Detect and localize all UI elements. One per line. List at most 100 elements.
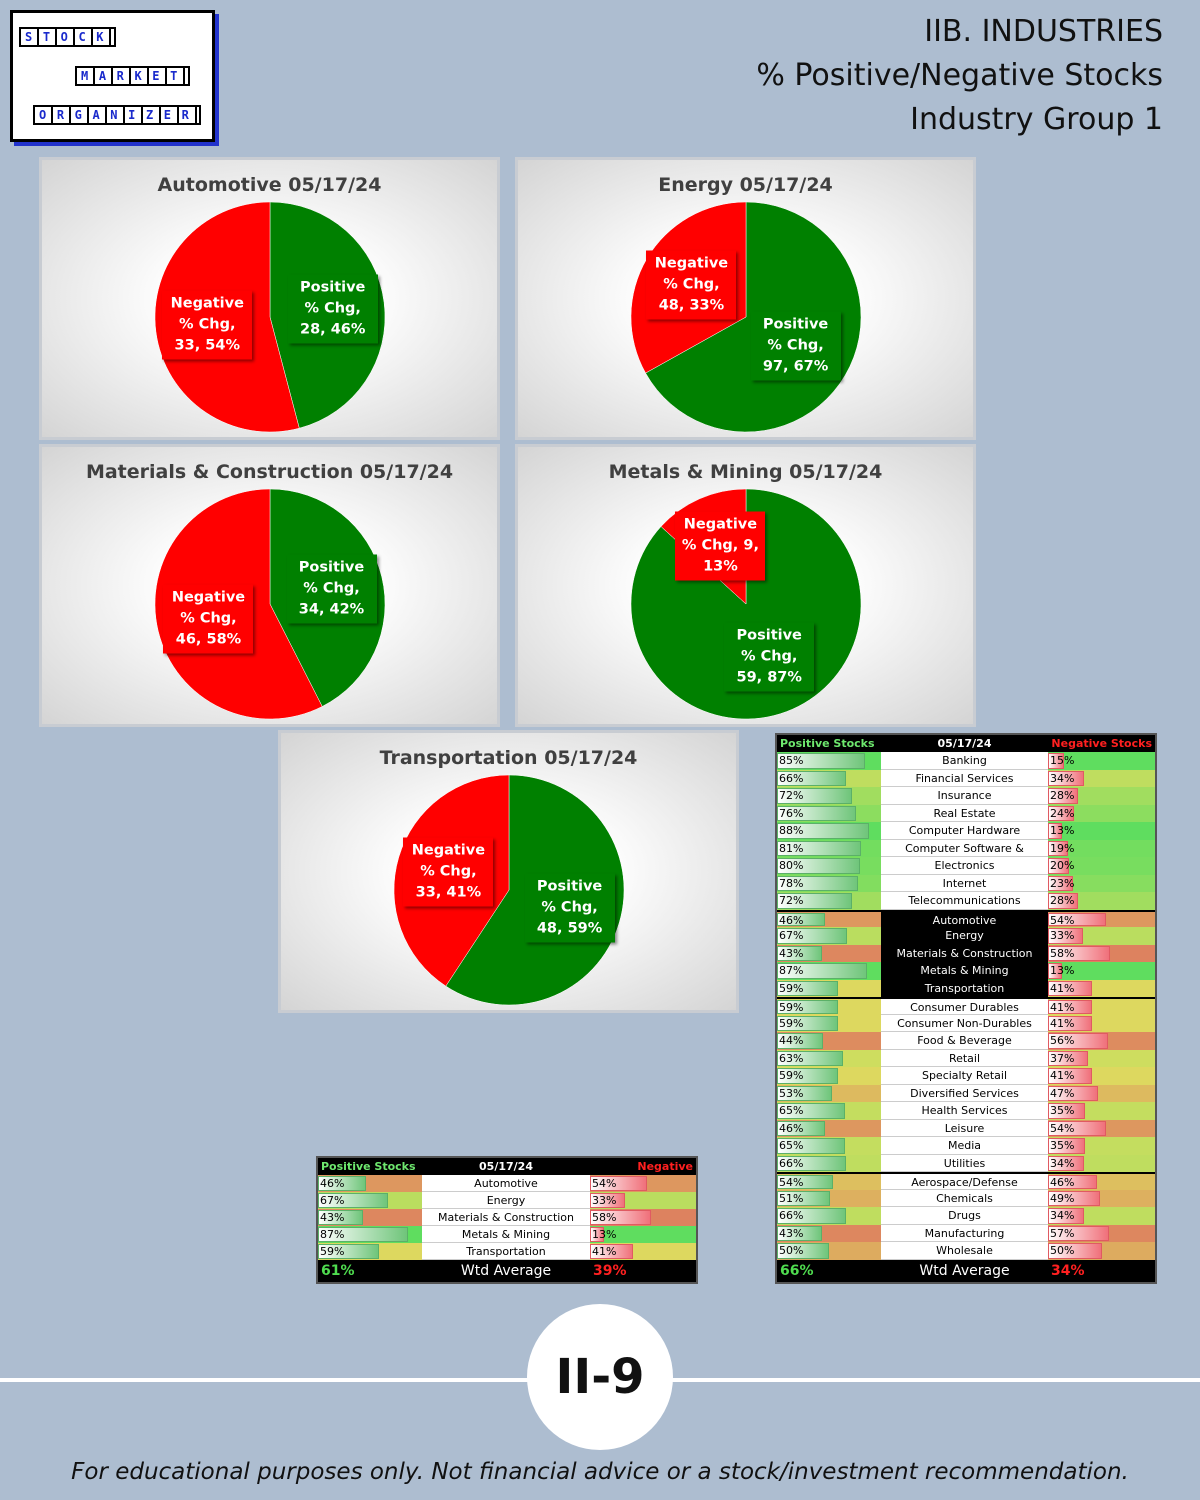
negative-bar xyxy=(1048,1015,1092,1031)
pie-chart xyxy=(630,201,862,433)
positive-label: 46% xyxy=(320,1177,345,1190)
negative-label: 15% xyxy=(1050,754,1075,767)
industry-name: Internet xyxy=(881,874,1048,892)
industry-name: Computer Hardware xyxy=(881,822,1048,840)
negative-label: 13% xyxy=(1050,824,1075,837)
footer-negative: 34% xyxy=(1051,1262,1085,1279)
table-row: 46% Leisure 54% xyxy=(777,1119,1155,1137)
chart-title: Automotive 05/17/24 xyxy=(157,174,382,196)
table-row: 43% Materials & Construction 58% xyxy=(777,944,1155,962)
chart-panel: Positive % Chg, 59, 87% Negative % Chg, 9… xyxy=(518,447,973,724)
positive-label: 66% xyxy=(779,1209,804,1222)
table-row: 59% Consumer Durables 41% xyxy=(777,997,1155,1015)
negative-label: 33% xyxy=(1050,929,1075,942)
positive-cell: 59% xyxy=(777,1014,881,1032)
negative-label: 19% xyxy=(1050,841,1075,855)
positive-label: 63% xyxy=(779,1051,804,1065)
negative-label: 37% xyxy=(1050,1051,1075,1065)
negative-cell: 41% xyxy=(1048,999,1155,1015)
positive-label: 67% xyxy=(320,1194,345,1207)
table-row: 53% Diversified Services 47% xyxy=(777,1084,1155,1102)
negative-cell: 28% xyxy=(1048,787,1155,805)
positive-label: 85% xyxy=(779,754,804,767)
negative-bar xyxy=(1048,1155,1085,1171)
positive-label: 43% xyxy=(320,1211,345,1224)
industry-name: Energy xyxy=(881,927,1048,945)
positive-label: 53% xyxy=(779,1086,804,1100)
negative-bar xyxy=(1048,912,1106,926)
negative-bar xyxy=(1048,875,1073,891)
positive-bar xyxy=(318,1193,388,1208)
negative-label: 28% xyxy=(1050,789,1075,802)
positive-bar xyxy=(777,1050,843,1066)
slice-label: Negative % Chg, 48, 33% xyxy=(646,250,737,320)
table-row: 87% Metals & Mining 13% xyxy=(777,962,1155,980)
negative-bar xyxy=(1048,928,1084,944)
negative-bar xyxy=(1048,963,1062,979)
logo-word: STOCK xyxy=(19,27,117,47)
negative-label: 47% xyxy=(1050,1086,1075,1100)
negative-label: 50% xyxy=(1050,1244,1075,1257)
header-cell: Negative Stocks % xyxy=(1051,737,1152,767)
negative-cell: 54% xyxy=(590,1175,696,1192)
positive-bar xyxy=(777,1175,834,1189)
slice-label: Positive % Chg, 48, 59% xyxy=(524,873,615,943)
table-row: 46% Automotive 54% xyxy=(318,1175,696,1192)
positive-cell: 46% xyxy=(777,911,881,927)
title-line: Industry Group 1 xyxy=(910,102,1163,137)
positive-label: 72% xyxy=(779,789,804,802)
positive-bar xyxy=(777,1000,839,1014)
negative-bar xyxy=(1048,1120,1106,1136)
table-row: 51% Chemicals 49% xyxy=(777,1189,1155,1207)
negative-label: 28% xyxy=(1050,894,1075,907)
negative-cell: 33% xyxy=(1048,927,1155,945)
negative-bar xyxy=(1048,1103,1086,1119)
chart-panel: Positive % Chg, 34, 42% Negative % Chg, 4… xyxy=(42,447,497,724)
negative-label: 41% xyxy=(592,1245,617,1258)
negative-bar xyxy=(1048,788,1078,804)
slice-label: Negative % Chg, 9, 13% xyxy=(675,511,766,581)
negative-label: 34% xyxy=(1050,1156,1075,1170)
negative-cell: 47% xyxy=(1048,1084,1155,1102)
positive-cell: 65% xyxy=(777,1137,881,1155)
industry-name: Metals & Mining xyxy=(881,962,1048,980)
positive-bar xyxy=(777,1243,829,1259)
positive-label: 59% xyxy=(779,981,804,995)
negative-label: 58% xyxy=(1050,946,1075,960)
table-row: 65% Media 35% xyxy=(777,1137,1155,1155)
data-table: Positive Stocks % 05/17/24 Negative Stocks… xyxy=(316,1156,698,1284)
negative-cell: 33% xyxy=(590,1192,696,1209)
slice-label: Positive % Chg, 28, 46% xyxy=(287,274,378,344)
industry-name: Energy xyxy=(422,1192,590,1209)
positive-bar xyxy=(777,928,847,944)
positive-cell: 66% xyxy=(777,769,881,787)
table-row: 66% Financial Services 34% xyxy=(777,769,1155,787)
negative-label: 20% xyxy=(1050,859,1075,872)
positive-label: 72% xyxy=(779,894,804,907)
pie-chart xyxy=(154,488,386,720)
negative-bar xyxy=(1048,1175,1098,1189)
negative-label: 13% xyxy=(592,1228,617,1241)
positive-bar xyxy=(777,805,857,821)
positive-bar xyxy=(777,770,846,786)
positive-bar xyxy=(777,1208,846,1224)
positive-label: 51% xyxy=(779,1191,804,1205)
negative-cell: 13% xyxy=(1048,962,1155,980)
table-row: 72% Insurance 28% xyxy=(777,787,1155,805)
positive-cell: 59% xyxy=(318,1243,422,1260)
positive-cell: 63% xyxy=(777,1049,881,1067)
industry-name: Transportation xyxy=(422,1243,590,1260)
industry-name: Banking xyxy=(881,752,1048,770)
positive-bar xyxy=(777,1225,822,1241)
positive-cell: 50% xyxy=(777,1242,881,1260)
table-row: 76% Real Estate 24% xyxy=(777,804,1155,822)
negative-bar xyxy=(590,1244,634,1259)
pie-chart xyxy=(393,774,625,1006)
industry-name: Manufacturing xyxy=(881,1224,1048,1242)
pie-chart xyxy=(154,201,386,433)
industry-name: Consumer Durables xyxy=(881,999,1048,1015)
table-row: 43% Materials & Construction 58% xyxy=(318,1209,696,1226)
logo-word: MARKET xyxy=(75,66,190,86)
negative-cell: 57% xyxy=(1048,1224,1155,1242)
positive-label: 59% xyxy=(320,1245,345,1258)
